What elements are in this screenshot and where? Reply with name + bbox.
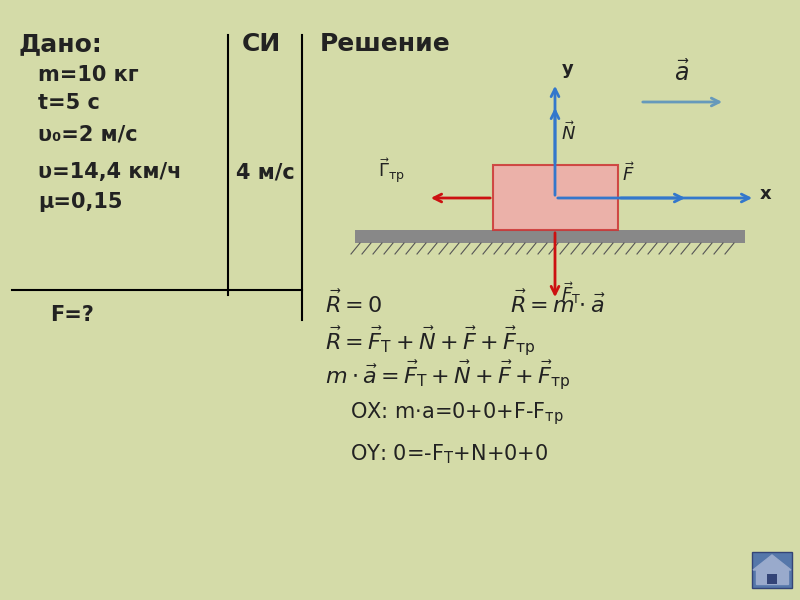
Text: $\vec{F}_{\mathrm{T}}$: $\vec{F}_{\mathrm{T}}$ [561, 280, 582, 306]
Text: Решение: Решение [320, 32, 450, 56]
Text: OY: 0=-F$_{\mathrm{T}}$+N+0+0: OY: 0=-F$_{\mathrm{T}}$+N+0+0 [350, 442, 548, 466]
Text: $\vec{\Gamma}_{\mathrm{тр}}$: $\vec{\Gamma}_{\mathrm{тр}}$ [378, 157, 405, 186]
Text: m=10 кг: m=10 кг [38, 65, 138, 85]
Text: $\vec{a}$: $\vec{a}$ [674, 60, 690, 86]
Bar [355, 230, 745, 243]
Text: $\vec{N}$: $\vec{N}$ [561, 122, 576, 145]
Text: υ₀=2 м/с: υ₀=2 м/с [38, 124, 138, 144]
Text: 4 м/с: 4 м/с [236, 162, 294, 182]
Bar [493, 165, 618, 230]
Text: $\vec{R} = \vec{F}_{\mathrm{T}} + \vec{N} + \vec{F} + \vec{F}_{\mathrm{тр}}$: $\vec{R} = \vec{F}_{\mathrm{T}} + \vec{N… [325, 324, 535, 358]
Text: $\vec{R} = 0$: $\vec{R} = 0$ [325, 290, 382, 317]
Bar [752, 552, 792, 588]
Text: t=5 с: t=5 с [38, 93, 100, 113]
Polygon shape [753, 555, 791, 570]
Text: $m \cdot \vec{a} = \vec{F}_{\mathrm{T}} + \vec{N} + \vec{F} + \vec{F}_{\mathrm{т: $m \cdot \vec{a} = \vec{F}_{\mathrm{T}} … [325, 358, 571, 392]
Bar [767, 574, 777, 584]
Text: μ=0,15: μ=0,15 [38, 192, 122, 212]
Text: OX: m$\cdot$a=0+0+F-F$_{\mathrm{тр}}$: OX: m$\cdot$a=0+0+F-F$_{\mathrm{тр}}$ [350, 400, 564, 427]
Text: F=?: F=? [50, 305, 94, 325]
Text: СИ: СИ [242, 32, 282, 56]
Text: $\vec{R} = m \cdot \vec{a}$: $\vec{R} = m \cdot \vec{a}$ [510, 290, 606, 317]
Text: $\vec{F}$: $\vec{F}$ [622, 162, 634, 185]
Text: Дано:: Дано: [18, 32, 102, 56]
Text: x: x [760, 185, 772, 203]
Text: υ=14,4 км/ч: υ=14,4 км/ч [38, 162, 182, 182]
Text: y: y [562, 60, 574, 78]
Polygon shape [756, 570, 788, 584]
